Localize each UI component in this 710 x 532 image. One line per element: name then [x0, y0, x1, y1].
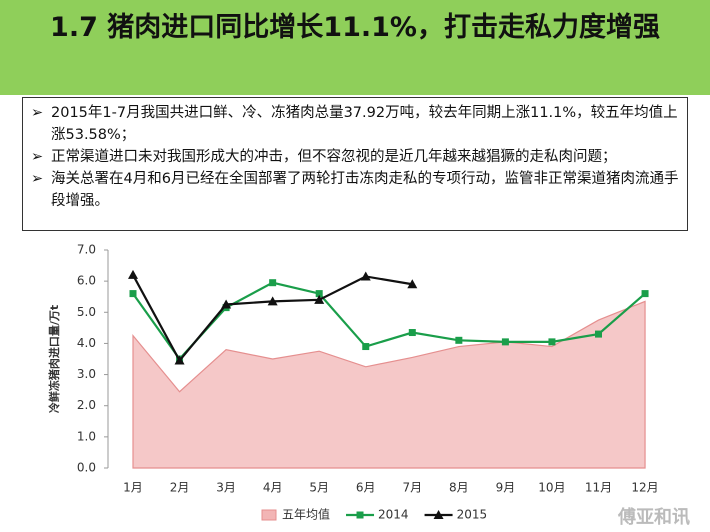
legend-marker	[356, 511, 364, 519]
y-tick-label: 6.0	[77, 274, 96, 288]
marker	[129, 290, 137, 298]
x-tick-label: 1月	[123, 481, 143, 495]
y-tick-label: 4.0	[77, 336, 96, 350]
marker	[269, 279, 277, 287]
header: 1.7 猪肉进口同比增长11.1%，打击走私力度增强	[0, 0, 710, 95]
x-tick-label: 5月	[309, 481, 329, 495]
x-tick-label: 9月	[496, 481, 516, 495]
legend-marker	[433, 510, 444, 519]
marker	[407, 279, 418, 289]
y-tick-label: 5.0	[77, 305, 96, 319]
y-tick-label: 0.0	[77, 461, 96, 475]
x-tick-label: 10月	[538, 481, 565, 495]
watermark: 傅亚和讯	[617, 506, 690, 528]
marker	[455, 336, 463, 344]
x-tick-label: 8月	[449, 481, 469, 495]
x-tick-label: 4月	[263, 481, 283, 495]
bullet: 海关总署在4月和6月已经在全国部署了两轮打击冻肉走私的专项行动，监管非正常渠道猪…	[31, 168, 679, 212]
legend-label: 2014	[378, 508, 409, 522]
x-tick-label: 7月	[402, 481, 422, 495]
text-box: 2015年1-7月我国共进口鲜、冷、冻猪肉总量37.92万吨，较去年同期上涨11…	[22, 97, 688, 231]
x-tick-label: 3月	[216, 481, 236, 495]
marker	[362, 343, 370, 351]
x-tick-label: 12月	[631, 481, 658, 495]
legend-label: 2015	[457, 508, 488, 522]
marker	[267, 296, 278, 306]
marker	[315, 290, 323, 298]
marker	[595, 330, 602, 338]
marker	[408, 329, 416, 337]
line	[132, 274, 413, 363]
y-tick-label: 1.0	[77, 429, 96, 443]
line	[132, 281, 646, 361]
marker	[548, 338, 556, 346]
x-tick-label: 11月	[585, 481, 612, 495]
y-axis-label: 冷鲜冻猪肉进口量/万t	[47, 305, 61, 413]
title: 1.7 猪肉进口同比增长11.1%，打击走私力度增强	[50, 12, 660, 43]
marker	[501, 338, 509, 346]
bullet: 正常渠道进口未对我国形成大的冲击，但不容忽视的是近几年越来越猖獗的走私肉问题；	[31, 146, 679, 168]
y-tick-label: 7.0	[77, 243, 96, 257]
legend-swatch	[261, 509, 277, 521]
x-tick-label: 6月	[356, 481, 376, 495]
marker	[360, 271, 371, 281]
marker	[641, 290, 649, 298]
marker	[221, 299, 232, 309]
bullet: 2015年1-7月我国共进口鲜、冷、冻猪肉总量37.92万吨，较去年同期上涨11…	[31, 102, 679, 146]
marker	[174, 355, 185, 365]
legend-label: 五年均值	[282, 507, 330, 522]
marker	[314, 294, 325, 304]
y-tick-label: 3.0	[77, 367, 96, 381]
marker	[128, 269, 138, 279]
y-tick-label: 2.0	[77, 398, 96, 412]
x-tick-label: 2月	[170, 481, 190, 495]
